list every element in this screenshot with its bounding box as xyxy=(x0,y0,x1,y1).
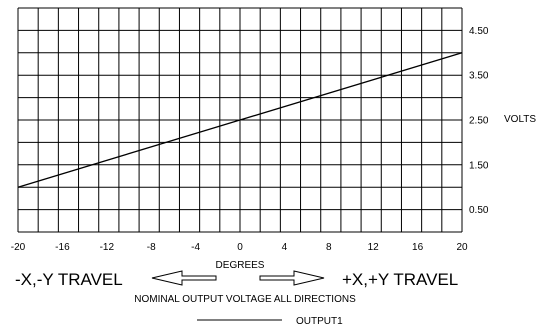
chart-caption: NOMINAL OUTPUT VOLTAGE ALL DIRECTIONS xyxy=(134,294,356,305)
x-axis-label: DEGREES xyxy=(216,260,265,271)
x-tick-label: -12 xyxy=(100,242,115,253)
left-arrow-icon xyxy=(151,270,217,286)
y-axis-label: VOLTS xyxy=(504,114,536,125)
right-travel-label: +X,+Y TRAVEL xyxy=(342,270,458,289)
x-tick-label: -8 xyxy=(147,242,156,253)
y-tick-label: 3.50 xyxy=(469,71,489,82)
x-tick-label: 20 xyxy=(456,242,468,253)
chart-grid xyxy=(17,7,463,233)
legend-label-output1: OUTPUT1 xyxy=(296,316,343,327)
x-tick-label: 16 xyxy=(412,242,424,253)
x-tick-labels: -20 -16 -12 -8 -4 0 4 8 12 16 20 xyxy=(11,242,468,253)
x-tick-label: 12 xyxy=(368,242,380,253)
x-tick-label: -16 xyxy=(55,242,70,253)
x-tick-label: -20 xyxy=(11,242,26,253)
left-travel-label: -X,-Y TRAVEL xyxy=(15,270,123,289)
x-tick-label: -4 xyxy=(191,242,200,253)
series-layer xyxy=(17,52,463,188)
x-tick-label: 8 xyxy=(326,242,332,253)
y-tick-labels: 4.50 3.50 2.50 1.50 0.50 xyxy=(469,26,489,216)
x-tick-label: 4 xyxy=(282,242,288,253)
y-tick-label: 2.50 xyxy=(469,116,489,127)
y-tick-label: 4.50 xyxy=(469,26,489,37)
y-tick-label: 0.50 xyxy=(469,205,489,216)
y-tick-label: 1.50 xyxy=(469,160,489,171)
right-arrow-icon xyxy=(259,270,325,286)
series-line-output1 xyxy=(17,52,463,188)
x-tick-label: 0 xyxy=(237,242,243,253)
